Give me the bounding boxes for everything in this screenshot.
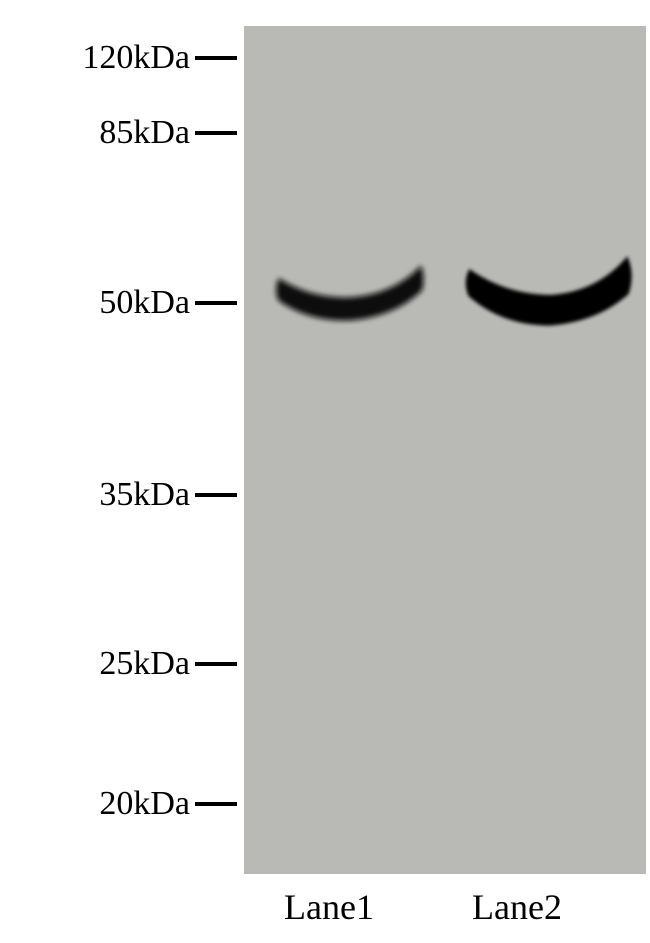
lane-label-2: Lane2 — [472, 886, 562, 928]
band-lane1-shape — [259, 243, 440, 340]
marker-label-25: 25kDa — [99, 645, 190, 683]
marker-tick-25 — [195, 662, 237, 666]
marker-label-20: 20kDa — [99, 785, 190, 823]
marker-label-50: 50kDa — [99, 284, 190, 322]
band-lane2 — [452, 237, 645, 348]
marker-label-120: 120kDa — [82, 39, 190, 77]
marker-tick-35 — [195, 493, 237, 497]
marker-label-35: 35kDa — [99, 476, 190, 514]
marker-tick-20 — [195, 802, 237, 806]
marker-tick-50 — [195, 301, 237, 305]
marker-tick-85 — [195, 131, 237, 135]
band-lane2-path — [464, 256, 632, 328]
lane-label-1: Lane1 — [284, 886, 374, 928]
western-blot-figure: 120kDa 85kDa 50kDa 35kDa 25kDa 20kDa Lan… — [0, 0, 650, 943]
marker-tick-120 — [195, 56, 237, 60]
band-lane2-shape — [452, 237, 644, 343]
band-lane1 — [259, 243, 440, 345]
band-lane1-path — [275, 265, 425, 324]
marker-label-85: 85kDa — [99, 114, 190, 152]
blot-membrane — [244, 26, 646, 874]
